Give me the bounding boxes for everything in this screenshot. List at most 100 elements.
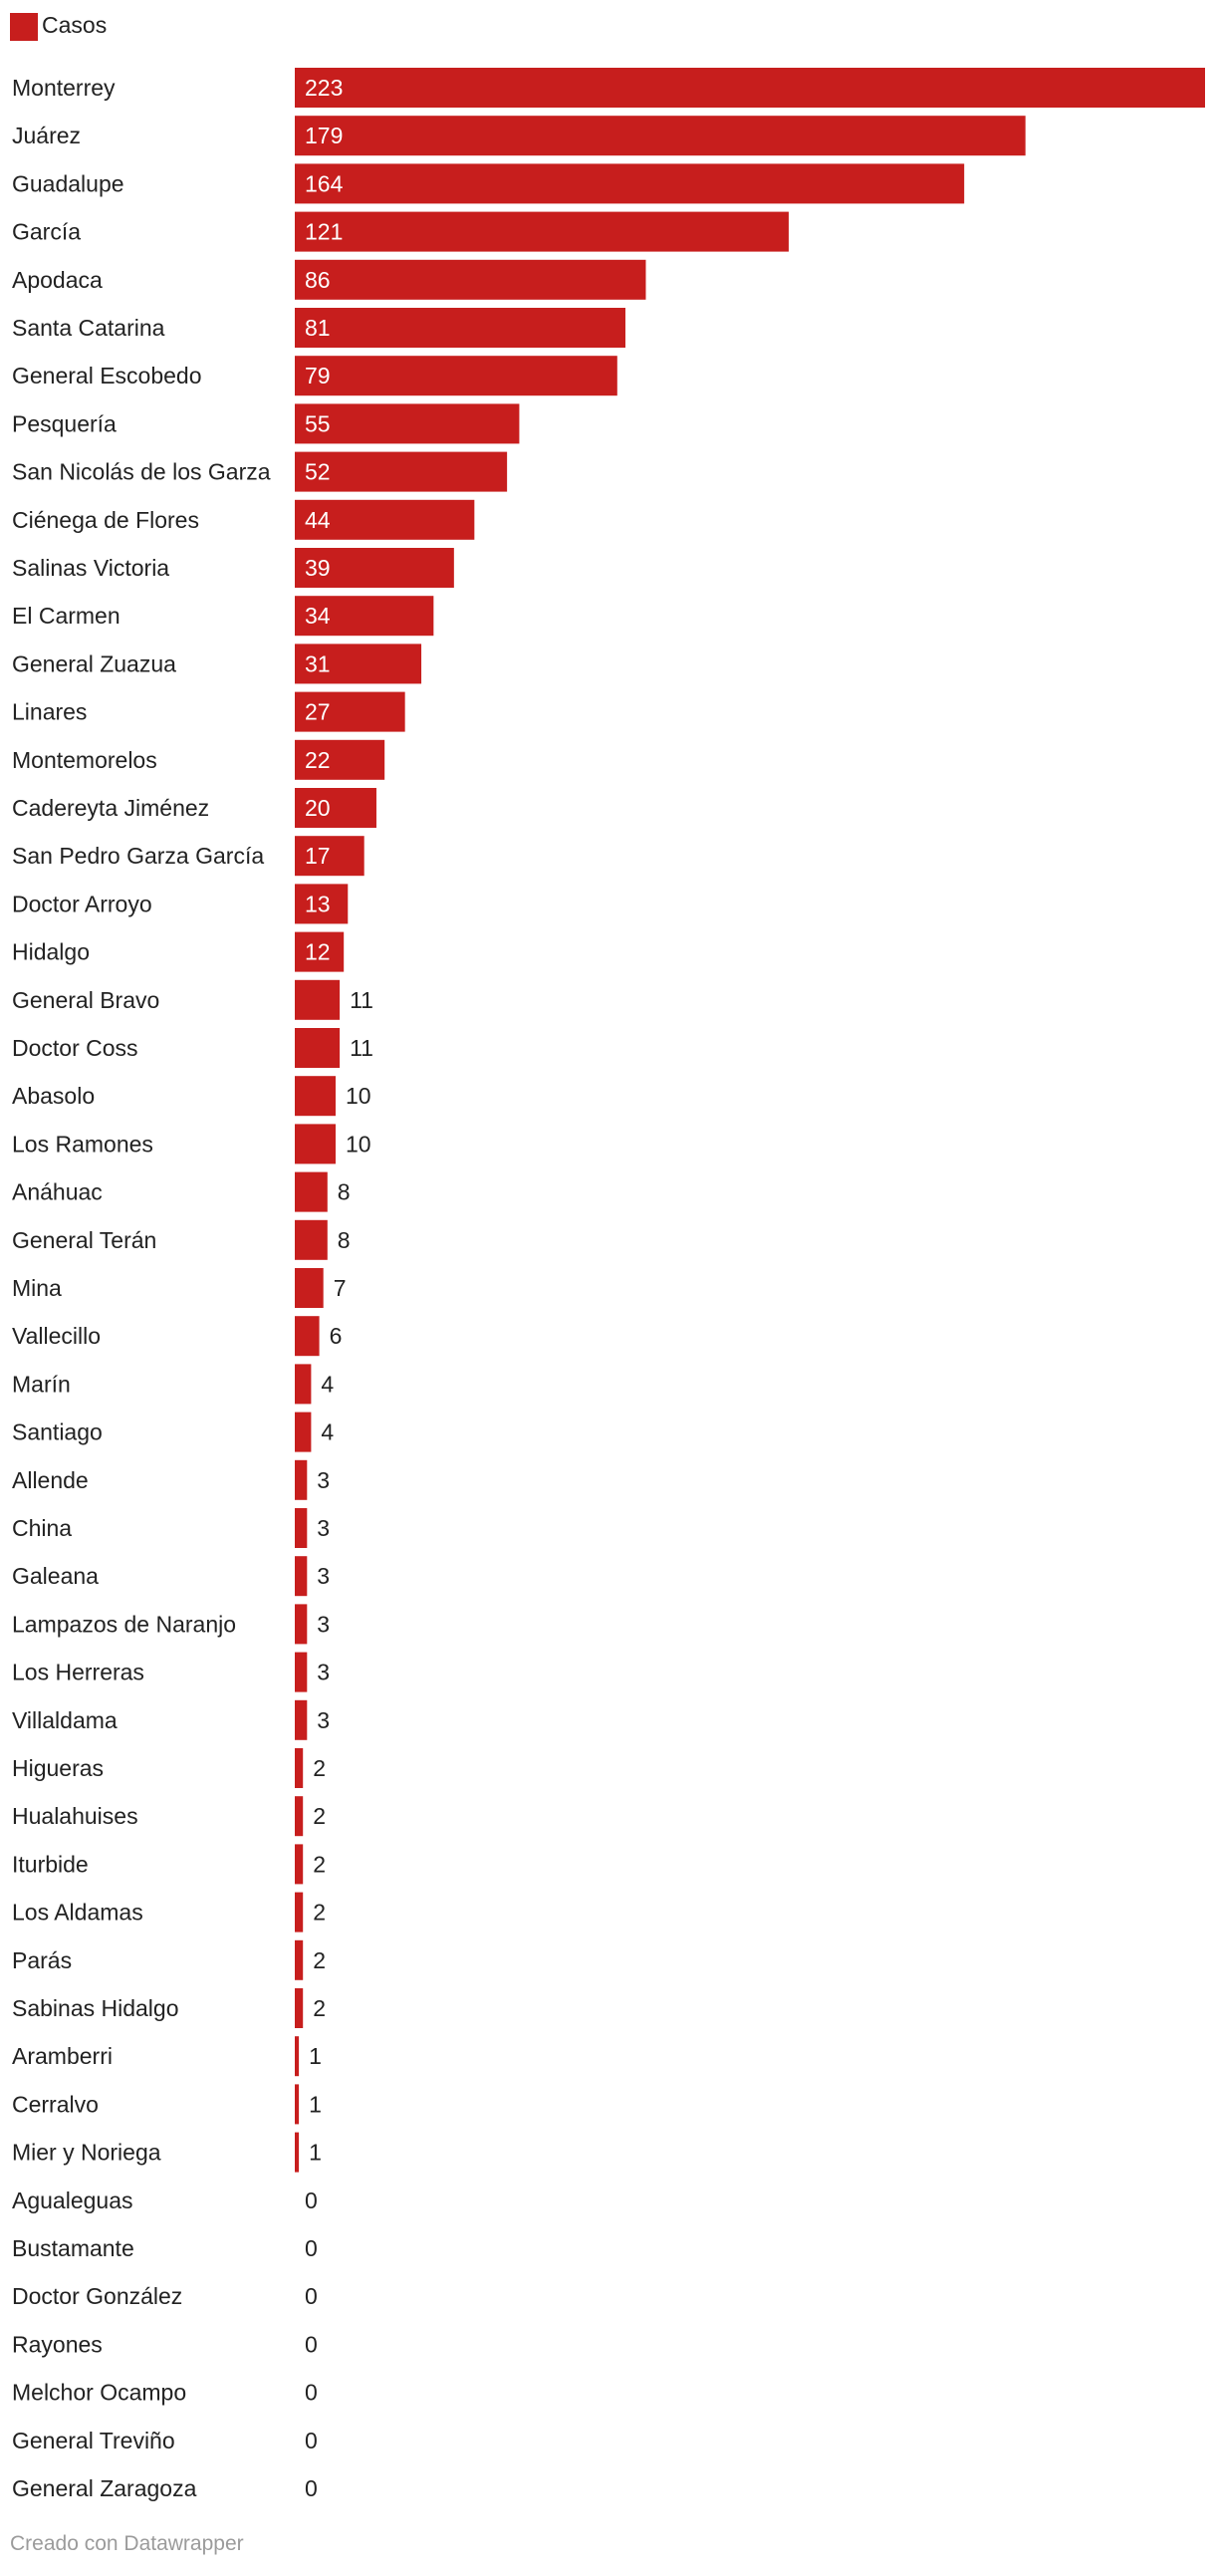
category-label: Melchor Ocampo bbox=[12, 2380, 186, 2406]
value-label: 17 bbox=[305, 843, 331, 869]
bar-row: García 121 bbox=[12, 211, 789, 252]
category-label: Hidalgo bbox=[12, 939, 90, 965]
category-label: General Treviño bbox=[12, 2428, 175, 2453]
value-label: 4 bbox=[321, 1371, 334, 1397]
category-label: Rayones bbox=[12, 2331, 103, 2357]
bar bbox=[295, 2036, 300, 2077]
value-label: 0 bbox=[305, 2235, 318, 2261]
category-label: Santiago bbox=[12, 1419, 103, 1445]
category-label: Hualahuises bbox=[12, 1803, 138, 1829]
bar-row: Mina 7 bbox=[12, 1268, 346, 1308]
value-label: 1 bbox=[309, 2140, 322, 2166]
bar-row: Montemorelos 22 bbox=[12, 739, 385, 780]
bar-row: Higueras 2 bbox=[12, 1748, 326, 1788]
bar-row: General Bravo 11 bbox=[12, 979, 373, 1020]
category-label: Marín bbox=[12, 1371, 71, 1397]
bar-row: Doctor Arroyo 13 bbox=[12, 884, 349, 924]
value-label: 12 bbox=[305, 939, 331, 965]
bar bbox=[295, 451, 508, 492]
bar-row: Galeana 3 bbox=[12, 1556, 330, 1597]
category-label: Los Ramones bbox=[12, 1131, 153, 1157]
category-label: Parás bbox=[12, 1947, 72, 1973]
category-label: Los Aldamas bbox=[12, 1900, 143, 1926]
value-label: 3 bbox=[317, 1707, 330, 1733]
category-label: Cerralvo bbox=[12, 2091, 99, 2117]
value-label: 121 bbox=[305, 219, 343, 245]
category-label: García bbox=[12, 219, 81, 245]
bar bbox=[295, 548, 454, 588]
value-label: 2 bbox=[313, 1755, 326, 1781]
value-label: 13 bbox=[305, 891, 331, 916]
value-label: 11 bbox=[350, 1035, 373, 1061]
category-label: Pesquería bbox=[12, 410, 117, 436]
bar bbox=[295, 308, 625, 348]
footer-credit: Creado con Datawrapper bbox=[10, 2532, 244, 2555]
bar bbox=[295, 499, 475, 540]
bar-row: Marín 4 bbox=[12, 1364, 334, 1405]
category-label: General Zuazua bbox=[12, 650, 176, 676]
category-label: Cadereyta Jiménez bbox=[12, 795, 209, 821]
value-label: 6 bbox=[330, 1323, 343, 1349]
bar-row: Allende 3 bbox=[12, 1459, 330, 1500]
bar-row: General Zuazua 31 bbox=[12, 644, 422, 684]
bar-row: Los Herreras 3 bbox=[12, 1652, 330, 1692]
bar-row: Iturbide 2 bbox=[12, 1844, 326, 1885]
value-label: 11 bbox=[350, 987, 373, 1013]
bar-row: China 3 bbox=[12, 1508, 330, 1548]
value-label: 8 bbox=[338, 1227, 351, 1253]
category-label: Monterrey bbox=[12, 75, 116, 101]
bar bbox=[295, 1076, 336, 1117]
bar-row: San Nicolás de los Garza 52 bbox=[12, 451, 508, 492]
category-label: Doctor González bbox=[12, 2283, 182, 2309]
value-label: 1 bbox=[309, 2091, 322, 2117]
value-label: 22 bbox=[305, 747, 331, 773]
value-label: 81 bbox=[305, 315, 331, 341]
value-label: 20 bbox=[305, 795, 331, 821]
bar-row: Los Ramones 10 bbox=[12, 1124, 371, 1164]
bar-row: Hidalgo 12 bbox=[12, 931, 345, 972]
bar-row: Apodaca 86 bbox=[12, 259, 646, 300]
bar bbox=[295, 1268, 324, 1308]
value-label: 3 bbox=[317, 1563, 330, 1589]
bar bbox=[295, 116, 1026, 156]
bar-row: Pesquería 55 bbox=[12, 403, 520, 444]
bar bbox=[295, 691, 405, 732]
value-label: 27 bbox=[305, 699, 331, 725]
bar-row: Linares 27 bbox=[12, 691, 405, 732]
bar-row: Doctor Coss 11 bbox=[12, 1028, 373, 1068]
bar bbox=[295, 1364, 312, 1405]
bar-row: Melchor Ocampo 0 bbox=[12, 2380, 318, 2406]
bar bbox=[295, 1604, 308, 1645]
bar-row: Juárez 179 bbox=[12, 116, 1026, 156]
category-label: San Nicolás de los Garza bbox=[12, 459, 271, 485]
value-label: 1 bbox=[309, 2043, 322, 2069]
bar bbox=[295, 1171, 328, 1212]
category-label: General Bravo bbox=[12, 987, 159, 1013]
category-label: Doctor Coss bbox=[12, 1035, 138, 1061]
category-label: San Pedro Garza García bbox=[12, 843, 264, 869]
value-label: 3 bbox=[317, 1515, 330, 1541]
bar bbox=[295, 836, 364, 877]
category-label: Sabinas Hidalgo bbox=[12, 1995, 179, 2021]
category-label: Mier y Noriega bbox=[12, 2140, 161, 2166]
value-label: 34 bbox=[305, 603, 331, 629]
category-label: Galeana bbox=[12, 1563, 99, 1589]
category-label: Ciénega de Flores bbox=[12, 507, 199, 533]
value-label: 0 bbox=[305, 2428, 318, 2453]
value-label: 39 bbox=[305, 555, 331, 581]
value-label: 3 bbox=[317, 1467, 330, 1493]
bar bbox=[295, 739, 385, 780]
bar-row: General Zaragoza 0 bbox=[12, 2475, 318, 2501]
category-label: Salinas Victoria bbox=[12, 555, 169, 581]
bar bbox=[295, 979, 341, 1020]
bar-row: Agualeguas 0 bbox=[12, 2188, 318, 2213]
value-label: 3 bbox=[317, 1611, 330, 1637]
value-label: 10 bbox=[346, 1083, 371, 1109]
bar bbox=[295, 1459, 308, 1500]
bar bbox=[295, 1892, 304, 1932]
bar-row: Sabinas Hidalgo 2 bbox=[12, 1988, 326, 2028]
category-label: Bustamante bbox=[12, 2235, 134, 2261]
bar bbox=[295, 1412, 312, 1452]
bar bbox=[295, 884, 349, 924]
